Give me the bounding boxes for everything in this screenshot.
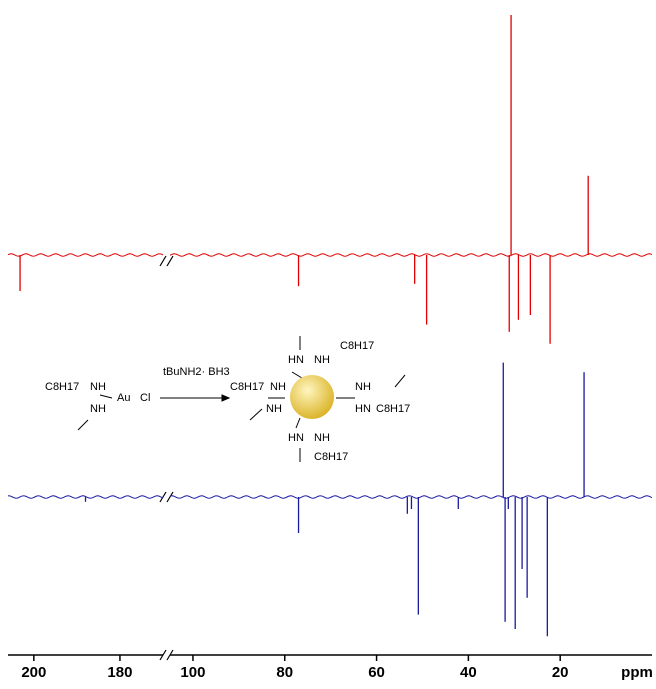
product-label: C8H17 (230, 381, 264, 393)
product-label: HN (288, 354, 304, 366)
reactant-label: NH (90, 403, 106, 415)
spectrum-break (159, 255, 174, 503)
x-tick-label: 60 (368, 664, 385, 681)
product-label: C8H17 (314, 451, 348, 463)
product-label: NH (266, 403, 282, 415)
x-tick-label: 180 (107, 664, 132, 681)
baseline (169, 253, 653, 257)
scheme-drawing (77, 336, 406, 462)
product-label: HN (288, 432, 304, 444)
baseline (7, 495, 164, 499)
product-label: C8H17 (340, 340, 374, 352)
reagent: tBuNH2· BH3 (163, 366, 230, 378)
x-tick-label: 200 (21, 664, 46, 681)
product-label: C8H17 (376, 403, 410, 415)
reactant-label: Au (117, 392, 130, 404)
gold-nanoparticle (290, 375, 334, 419)
reactant-label: NH (90, 381, 106, 393)
product-label: NH (270, 381, 286, 393)
reactant-label: C8H17 (45, 381, 79, 393)
axis-break (159, 649, 174, 661)
product-label: NH (355, 381, 371, 393)
x-tick-label: 80 (276, 664, 293, 681)
baseline (169, 495, 653, 499)
x-tick-label: 40 (460, 664, 477, 681)
x-axis-label: ppm (621, 664, 653, 681)
product-label: HN (355, 403, 371, 415)
product-label: NH (314, 432, 330, 444)
x-tick-label: 100 (180, 664, 205, 681)
reactant-label: Cl (140, 392, 150, 404)
baseline (7, 253, 164, 257)
product-label: NH (314, 354, 330, 366)
x-tick-label: 20 (552, 664, 569, 681)
